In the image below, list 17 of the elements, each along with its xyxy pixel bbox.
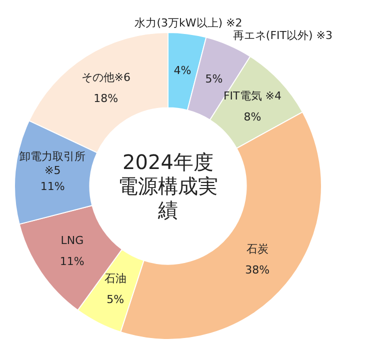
slice-label: FIT電気 ※4 xyxy=(223,90,282,103)
data-label: 5% xyxy=(205,72,223,86)
slice-label: 石炭 xyxy=(246,242,268,256)
text: 2024年度電源構成実績 xyxy=(118,150,218,222)
slice-label: LNG xyxy=(60,234,84,247)
slice-label: その他※6 xyxy=(81,71,131,84)
slice-label: 石油 xyxy=(104,272,126,286)
data-label: 11% xyxy=(40,180,65,193)
data-label: 18% xyxy=(94,92,118,106)
data-label: 8% xyxy=(244,110,262,124)
data-label: 38% xyxy=(245,264,270,277)
data-label: 4% xyxy=(174,64,192,77)
slice-label: 再エネ(FIT以外) ※3 xyxy=(232,28,333,42)
slice-label: 水力(3万kW以上) ※2 xyxy=(134,16,242,30)
slice-label: 卸電力取引所 ※5 xyxy=(20,150,86,177)
data-label: 11% xyxy=(60,255,84,268)
data-label: 5% xyxy=(106,293,124,306)
